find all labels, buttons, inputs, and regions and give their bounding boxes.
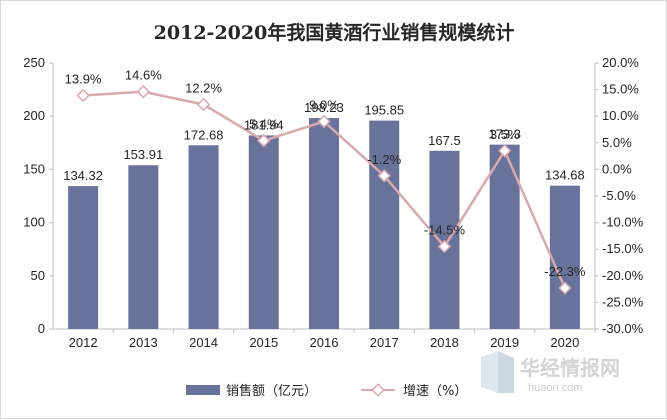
y-right-tick-label: -10.0% (602, 215, 644, 230)
bar-data-label: 153.91 (123, 147, 163, 162)
growth-point (76, 88, 90, 103)
growth-data-label: 9.0% (309, 98, 339, 113)
bar (549, 185, 580, 329)
bar (309, 118, 339, 329)
bar (248, 135, 279, 329)
y-right-tick-label: -5.0% (602, 188, 636, 203)
growth-point (497, 144, 512, 158)
growth-data-label: -1.2% (367, 152, 401, 167)
x-tick-label: 2016 (310, 335, 339, 350)
growth-point (196, 97, 211, 112)
x-tick-label: 2019 (490, 335, 519, 350)
x-tick-label: 2018 (430, 335, 459, 350)
y-right-tick-label: -30.0% (602, 321, 644, 336)
y-left-tick-label: 100 (23, 215, 45, 230)
bar-data-label: 167.5 (428, 133, 461, 148)
bar-data-label: 134.68 (545, 168, 585, 183)
y-right-tick-label: 10.0% (602, 108, 639, 123)
y-right-tick-label: 20.0% (602, 55, 639, 70)
legend-swatch-sales (186, 385, 220, 395)
watermark-logo-icon (481, 351, 498, 393)
chart-title: 2012-2020年我国黄酒行业销售规模统计 (154, 21, 515, 44)
growth-data-label: 12.2% (185, 80, 222, 95)
bar (128, 165, 159, 329)
watermark-name: 华经情报网 (520, 356, 620, 380)
bar (188, 145, 219, 329)
bar-data-label: 173.3 (488, 127, 521, 142)
legend-swatch-growth-marker (371, 383, 385, 397)
x-tick-label: 2013 (129, 335, 158, 350)
growth-point (136, 85, 151, 99)
y-left-tick-label: 50 (31, 268, 45, 283)
x-tick-label: 2014 (189, 335, 218, 350)
y-left-tick-label: 250 (23, 55, 45, 70)
bar (369, 120, 400, 329)
legend-label-sales: 销售额（亿元） (226, 383, 317, 399)
bar-data-label: 195.85 (364, 103, 404, 118)
growth-point (558, 281, 572, 295)
watermark: 华经情报网 huaon.com (481, 351, 620, 394)
growth-data-label: -22.3% (544, 264, 586, 279)
growth-point (377, 169, 391, 183)
x-tick-label: 2015 (249, 335, 278, 350)
bar-data-label: 172.68 (184, 127, 224, 142)
plot-area: 0 50 100 150 200 250 20.0% 15.0% 10.0% 5.0% 0.0% -5… (23, 55, 643, 350)
x-tick-label: 2020 (550, 335, 579, 350)
y-right-tick-label: -15.0% (602, 241, 644, 256)
bar-data-label: 181.94 (244, 117, 284, 132)
y-right-tick-label: 0.0% (602, 161, 632, 176)
growth-point (317, 114, 331, 129)
y-right-tick-label: 5.0% (602, 135, 632, 150)
growth-data-label: 14.6% (125, 68, 162, 83)
watermark-url: huaon.com (528, 382, 582, 394)
bar-data-label: 198.23 (304, 100, 344, 115)
y-right-tick-label: -25.0% (602, 294, 644, 309)
x-tick-label: 2017 (370, 335, 399, 350)
y-right-tick-label: 15.0% (602, 82, 639, 97)
growth-data-label: 5.4% (249, 117, 279, 132)
growth-point (257, 133, 271, 148)
watermark-logo-icon-side (498, 351, 514, 393)
growth-data-label: -14.5% (424, 223, 466, 238)
bar (68, 186, 99, 329)
legend: 销售额（亿元） 增速（%） (186, 383, 467, 399)
y-left-tick-label: 0 (38, 321, 45, 336)
y-right-tick-label: -20.0% (602, 268, 644, 283)
growth-data-label: 13.9% (65, 71, 102, 86)
bar-data-label: 134.32 (63, 168, 103, 183)
growth-data-label: 3.5% (490, 127, 520, 142)
x-tick-label: 2012 (69, 335, 98, 350)
y-left-tick-label: 150 (23, 161, 45, 176)
y-left-tick-label: 200 (23, 108, 45, 123)
growth-point (437, 239, 452, 254)
legend-label-growth: 增速（%） (403, 384, 467, 399)
